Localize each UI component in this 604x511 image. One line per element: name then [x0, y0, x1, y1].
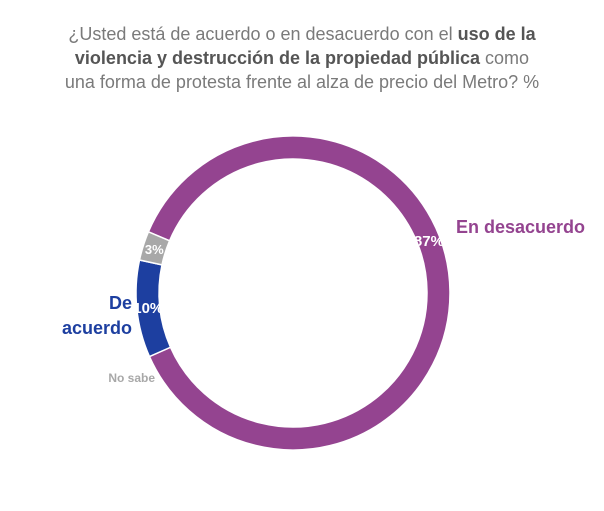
category-label-no-sabe: No sabe — [108, 371, 155, 385]
value-label-no-sabe: 3% — [145, 242, 164, 257]
category-label-de-acuerdo: De acuerdo — [61, 293, 132, 338]
category-label-en-desacuerdo: En desacuerdo — [456, 217, 586, 237]
chart-title-text: como una forma de protesta frente al alz… — [64, 48, 540, 92]
value-label-en-desacuerdo: 87% — [414, 233, 444, 250]
slice-no-sabe — [138, 230, 171, 266]
donut-slices — [135, 135, 451, 451]
chart-title-text: ¿Usted está de acuerdo o en desacuerdo c… — [68, 24, 458, 44]
chart-title-emphasis: uso de la violencia y destrucción de la … — [74, 24, 536, 68]
slice-en-desacuerdo — [147, 135, 451, 451]
chart-title: ¿Usted está de acuerdo o en desacuerdo c… — [60, 22, 544, 94]
donut-value-labels: 87% 10% 3% — [133, 233, 444, 317]
value-label-de-acuerdo: 10% — [133, 300, 163, 317]
